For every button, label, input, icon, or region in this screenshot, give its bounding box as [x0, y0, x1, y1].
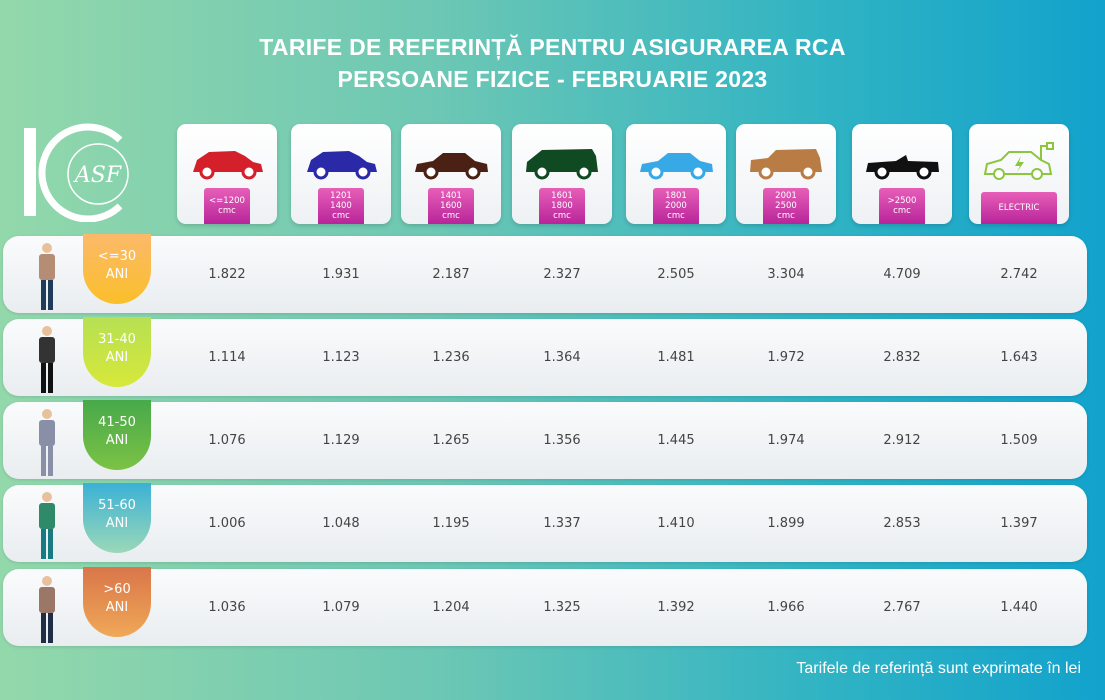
age-range: 41-50: [98, 415, 136, 430]
tariff-value: 1.974: [767, 433, 805, 448]
tariff-value: 2.187: [432, 267, 470, 282]
tariff-value: 3.304: [767, 267, 805, 282]
person-icon: [39, 409, 55, 476]
asf-10-logo: ASF: [24, 123, 129, 222]
tariff-value: 1.129: [322, 433, 360, 448]
column-header: 2001 2500 cmc: [736, 124, 836, 224]
tariff-value: 1.079: [322, 600, 360, 615]
age-unit: ANI: [105, 350, 129, 365]
age-unit: ANI: [105, 267, 129, 282]
tariff-value: 1.325: [543, 600, 581, 615]
tariff-value: 1.509: [1000, 433, 1038, 448]
column-header: >2500 cmc: [852, 124, 952, 224]
title-line-1: TARIFE DE REFERINȚĂ PENTRU ASIGURAREA RC…: [259, 34, 846, 60]
footer-note: Tarifele de referință sunt exprimate în …: [796, 660, 1081, 677]
engine-capacity-label: >2500 cmc: [879, 188, 925, 224]
table-row: 51-60 ANI 1.006 1.048 1.195 1.337 1.410 1.899 2.…: [3, 483, 1087, 562]
suv-icon: [750, 149, 822, 180]
engine-capacity-label: 1601 1800 cmc: [539, 188, 585, 224]
tariff-value: 1.643: [1000, 350, 1038, 365]
person-icon: [39, 243, 55, 310]
tariff-value: 2.505: [657, 267, 695, 282]
tariff-value: 1.397: [1000, 516, 1038, 531]
column-header: <=1200 cmc: [177, 124, 277, 224]
tariff-value: 2.853: [883, 516, 921, 531]
column-header: 1401 1600 cmc: [401, 124, 501, 224]
engine-capacity-label: 2001 2500 cmc: [763, 188, 809, 224]
tariff-value: 1.114: [208, 350, 246, 365]
sedan-icon: [640, 153, 713, 180]
tariff-value: 1.048: [322, 516, 360, 531]
tariff-value: 1.195: [432, 516, 470, 531]
age-unit: ANI: [105, 600, 129, 615]
minivan-icon: [526, 149, 598, 180]
tariff-value: 1.006: [208, 516, 246, 531]
table-row: 41-50 ANI 1.076 1.129 1.265 1.356 1.445 1.974 2.…: [3, 400, 1087, 479]
table-row: 31-40 ANI 1.114 1.123 1.236 1.364 1.481 1.972 2.…: [3, 317, 1087, 396]
tariff-value: 4.709: [883, 267, 921, 282]
tariff-value: 1.036: [208, 600, 246, 615]
age-group-tag: >60 ANI: [83, 567, 151, 637]
engine-capacity-label: 1401 1600 cmc: [428, 188, 474, 224]
tariff-value: 1.356: [543, 433, 581, 448]
tariff-value: 1.966: [767, 600, 805, 615]
person-icon: [39, 326, 55, 393]
engine-capacity-label: ELECTRIC: [981, 192, 1057, 224]
age-unit: ANI: [105, 516, 129, 531]
hatchback-icon: [307, 151, 377, 180]
tariff-value: 1.204: [432, 600, 470, 615]
age-range: <=30: [97, 249, 137, 264]
table-row: <=30 ANI 1.822 1.931 2.187 2.327 2.505 3.304 4.7…: [3, 234, 1087, 313]
column-header: 1601 1800 cmc: [512, 124, 612, 224]
age-range: 31-40: [98, 332, 136, 347]
column-header: 1801 2000 cmc: [626, 124, 726, 224]
tariff-value: 1.899: [767, 516, 805, 531]
column-header: ELECTRIC: [969, 124, 1069, 224]
title-line-2: PERSOANE FIZICE - FEBRUARIE 2023: [337, 66, 768, 92]
tariff-value: 1.822: [208, 267, 246, 282]
tariff-value: 1.931: [322, 267, 360, 282]
age-range: >60: [103, 582, 131, 597]
tariff-value: 1.123: [322, 350, 360, 365]
tariff-value: 1.265: [432, 433, 470, 448]
table-row: >60 ANI 1.036 1.079 1.204 1.325 1.392 1.966 2.76…: [3, 567, 1087, 646]
tariff-value: 1.076: [208, 433, 246, 448]
engine-capacity-label: 1201 1400 cmc: [318, 188, 364, 224]
tariff-value: 1.364: [543, 350, 581, 365]
tariff-value: 1.337: [543, 516, 581, 531]
electric-car-icon: [983, 142, 1054, 180]
tariff-value: 2.327: [543, 267, 581, 282]
sedan-icon: [415, 153, 488, 180]
age-group-tag: <=30 ANI: [83, 234, 151, 304]
age-range: 51-60: [98, 498, 136, 513]
age-group-tag: 41-50 ANI: [83, 400, 151, 470]
tariff-value: 2.912: [883, 433, 921, 448]
convertible-icon: [866, 155, 939, 180]
age-group-tag: 51-60 ANI: [83, 483, 151, 553]
svg-text:ASF: ASF: [73, 163, 122, 188]
tariff-value: 1.410: [657, 516, 695, 531]
tariff-value: 2.767: [883, 600, 921, 615]
tariff-value: 1.440: [1000, 600, 1038, 615]
person-icon: [39, 576, 55, 643]
tariff-value: 2.742: [1000, 267, 1038, 282]
column-header: 1201 1400 cmc: [291, 124, 391, 224]
engine-capacity-label: <=1200 cmc: [204, 188, 250, 224]
person-icon: [39, 492, 55, 559]
hatchback-icon: [193, 151, 263, 180]
tariff-value: 1.445: [657, 433, 695, 448]
age-unit: ANI: [105, 433, 129, 448]
tariff-value: 1.972: [767, 350, 805, 365]
tariff-value: 1.236: [432, 350, 470, 365]
engine-capacity-label: 1801 2000 cmc: [653, 188, 699, 224]
age-group-tag: 31-40 ANI: [83, 317, 151, 387]
tariff-value: 1.392: [657, 600, 695, 615]
tariff-value: 2.832: [883, 350, 921, 365]
tariff-value: 1.481: [657, 350, 695, 365]
